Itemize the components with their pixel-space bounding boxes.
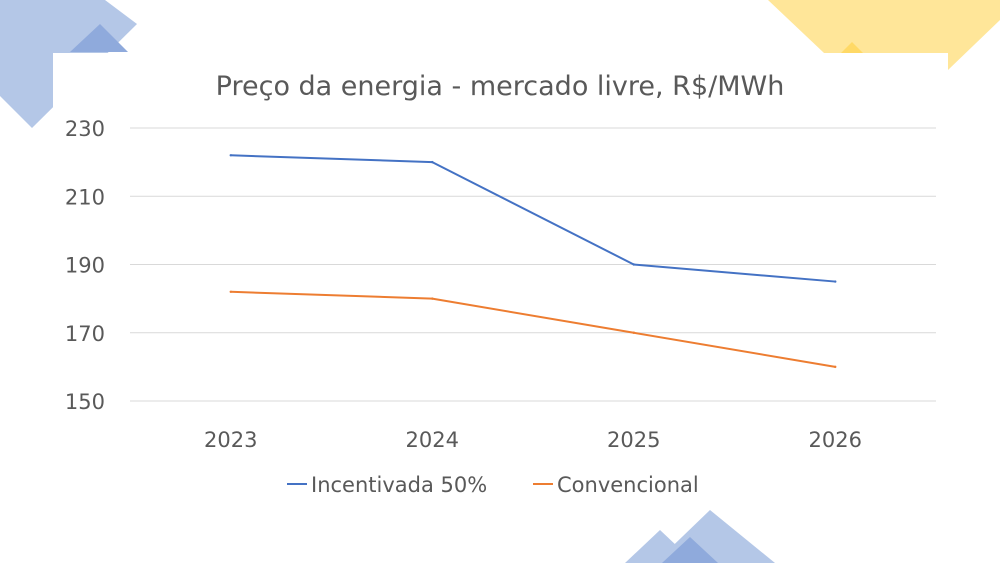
bottom-blue-shape xyxy=(625,510,775,563)
data-point xyxy=(229,154,232,157)
x-tick-label: 2024 xyxy=(406,428,459,452)
series-line-1 xyxy=(230,154,836,283)
top-right-yellow-shape xyxy=(768,0,1000,70)
gridlines xyxy=(130,127,936,402)
chart-title: Preço da energia - mercado livre, R$/MWh xyxy=(216,71,785,102)
legend: Incentivada 50% Convencional xyxy=(287,473,699,497)
series-lines xyxy=(229,154,837,369)
y-tick-label: 150 xyxy=(65,390,105,414)
x-tick-label: 2026 xyxy=(809,428,862,452)
x-tick-label: 2023 xyxy=(204,428,257,452)
legend-label: Incentivada 50% xyxy=(311,473,487,497)
series-line-2 xyxy=(230,290,836,368)
data-point xyxy=(431,160,434,164)
x-tick-label: 2025 xyxy=(607,428,660,452)
y-tick-label: 190 xyxy=(65,254,105,278)
data-point xyxy=(632,331,635,334)
data-point xyxy=(229,290,232,293)
y-tick-label: 230 xyxy=(65,117,105,141)
data-point xyxy=(834,280,837,283)
legend-label: Convencional xyxy=(557,473,699,497)
y-tick-label: 170 xyxy=(65,322,105,346)
y-axis-ticks: 150 170 190 210 230 xyxy=(65,117,105,414)
data-point xyxy=(834,365,837,369)
y-tick-label: 210 xyxy=(65,185,105,209)
chart-area xyxy=(53,53,948,510)
data-point xyxy=(431,297,434,300)
data-point xyxy=(632,263,635,266)
x-axis-ticks: 2023 2024 2025 2026 xyxy=(204,428,862,452)
